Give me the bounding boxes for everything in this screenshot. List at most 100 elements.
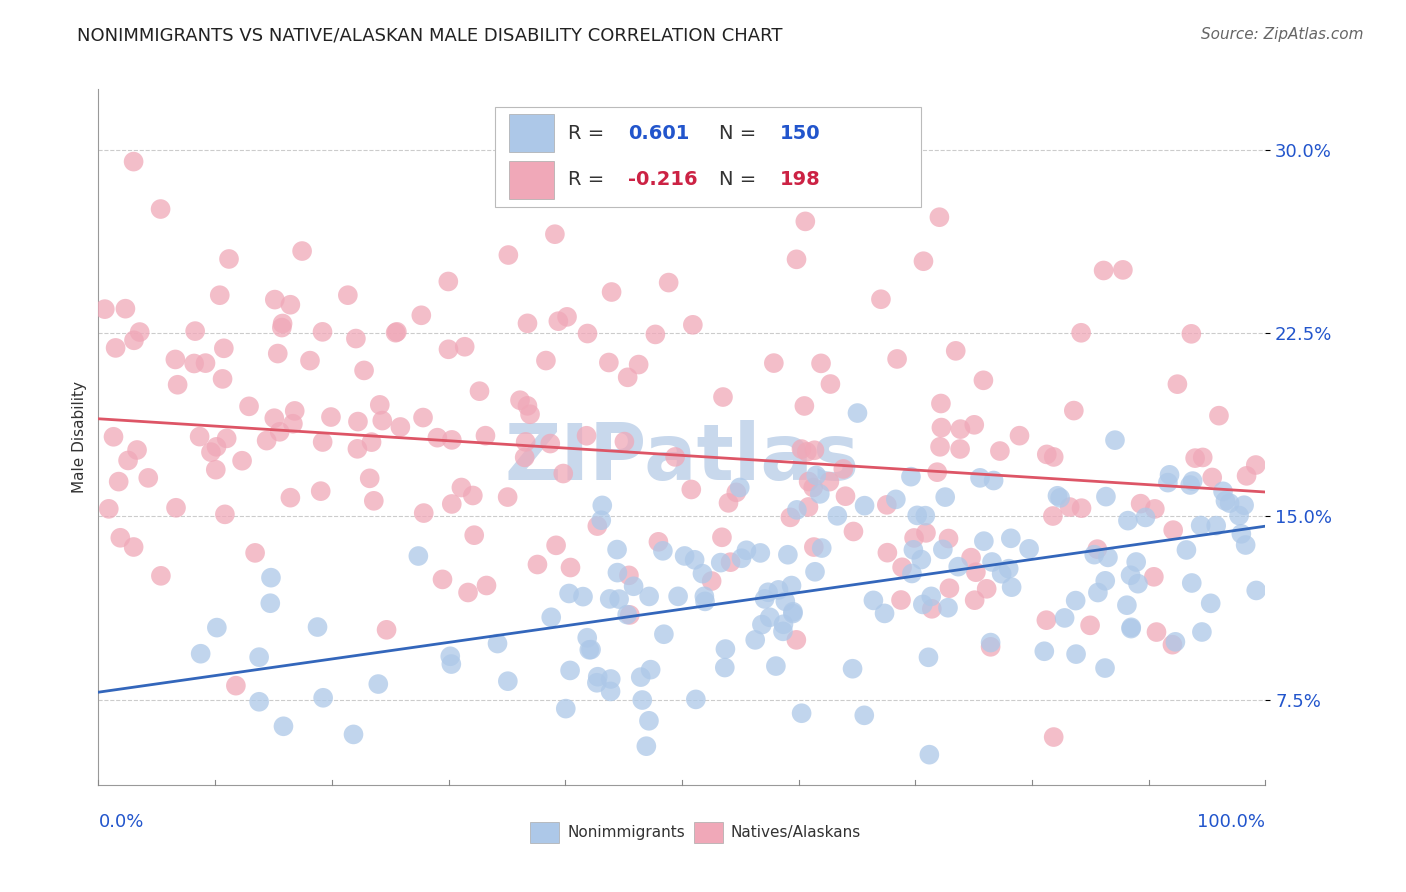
Point (929, 396, 952, 410)
Point (997, 562, 1019, 576)
Point (945, 343, 967, 358)
Point (1104, 433, 1126, 447)
Point (714, 642, 737, 657)
Point (558, 664, 581, 678)
Point (190, 647, 212, 661)
Point (606, 566, 628, 580)
Point (1230, 526, 1253, 541)
Bar (693, 822, 723, 843)
Point (873, 607, 896, 621)
Point (194, 356, 217, 370)
Point (546, 538, 568, 552)
Point (385, 325, 408, 339)
Point (948, 559, 970, 574)
Point (461, 488, 484, 502)
Point (263, 411, 285, 425)
Point (1215, 493, 1237, 508)
Point (808, 487, 831, 501)
Point (693, 590, 716, 604)
Point (900, 469, 922, 483)
Bar (509, 161, 554, 199)
Point (779, 510, 801, 524)
Point (475, 578, 498, 592)
Point (832, 462, 855, 476)
Point (744, 632, 766, 647)
Point (981, 555, 1004, 569)
Point (1070, 326, 1092, 340)
Point (918, 747, 941, 762)
Point (710, 556, 733, 570)
Point (457, 585, 479, 599)
Point (976, 582, 998, 596)
Point (1219, 496, 1241, 510)
Point (1112, 263, 1135, 277)
Point (560, 560, 582, 574)
Point (973, 534, 995, 549)
Point (636, 739, 658, 754)
Point (886, 351, 908, 366)
Point (1178, 478, 1201, 492)
Point (440, 497, 463, 511)
Point (319, 410, 342, 425)
Point (1115, 598, 1137, 612)
Point (558, 586, 581, 600)
Point (273, 719, 295, 733)
Point (1233, 498, 1256, 512)
Text: N =: N = (720, 123, 762, 143)
Point (1064, 647, 1087, 661)
Point (259, 596, 281, 610)
Point (412, 410, 434, 425)
Point (1126, 576, 1149, 591)
Point (586, 519, 609, 533)
Point (1083, 548, 1105, 562)
Text: Nonimmigrants: Nonimmigrants (568, 825, 685, 839)
Point (107, 475, 129, 489)
Point (619, 607, 641, 622)
Point (794, 214, 817, 228)
Point (298, 353, 321, 368)
Point (647, 534, 669, 549)
Point (513, 450, 536, 465)
Point (591, 499, 613, 513)
Point (256, 434, 278, 448)
Point (775, 594, 797, 608)
Point (631, 693, 654, 707)
Point (914, 508, 936, 523)
Point (1201, 470, 1223, 484)
Point (846, 406, 869, 420)
Point (578, 642, 600, 657)
Point (842, 524, 865, 539)
Point (1191, 450, 1213, 465)
Point (1161, 523, 1184, 537)
Text: Natives/Alaskans: Natives/Alaskans (731, 825, 860, 839)
Point (1018, 541, 1040, 556)
Text: 198: 198 (780, 170, 821, 189)
Point (200, 445, 222, 459)
Point (658, 276, 681, 290)
Point (498, 248, 520, 262)
Point (1049, 491, 1071, 505)
Point (903, 542, 925, 557)
Point (1191, 625, 1213, 640)
Point (917, 650, 939, 665)
Point (103, 430, 125, 444)
Point (437, 275, 460, 289)
Point (949, 442, 972, 456)
Point (666, 590, 689, 604)
Point (1208, 409, 1230, 423)
Point (717, 496, 740, 510)
Point (1042, 508, 1064, 523)
Point (640, 663, 662, 677)
Point (965, 565, 987, 579)
Point (1121, 620, 1143, 634)
Text: NONIMMIGRANTS VS NATIVE/ALASKAN MALE DISABILITY CORRELATION CHART: NONIMMIGRANTS VS NATIVE/ALASKAN MALE DIS… (77, 27, 783, 45)
Point (149, 202, 172, 216)
Point (426, 431, 449, 445)
Point (623, 579, 645, 593)
Point (834, 489, 856, 503)
Point (980, 635, 1002, 649)
Point (1064, 593, 1087, 607)
Point (652, 627, 675, 641)
Point (1135, 510, 1157, 524)
Text: 150: 150 (780, 123, 821, 143)
